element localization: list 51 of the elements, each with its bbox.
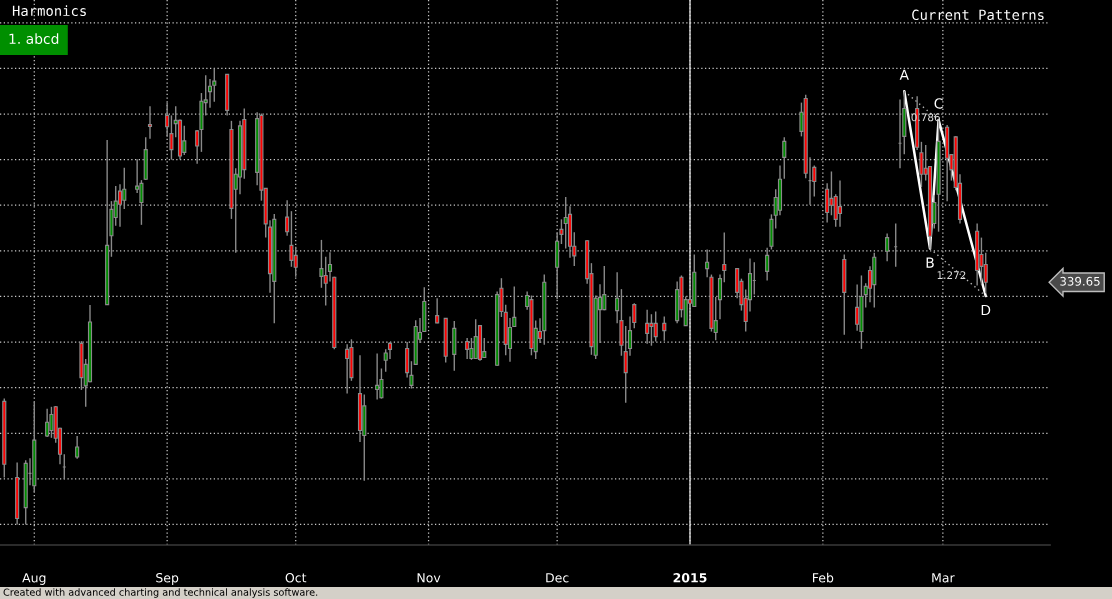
candlestick — [323, 256, 328, 307]
x-tick-label: 2015 — [673, 573, 707, 583]
candlestick — [885, 232, 890, 263]
candlestick — [722, 231, 727, 284]
candlestick — [473, 318, 478, 360]
annotation: 1.272 — [937, 271, 966, 279]
candlestick — [465, 337, 470, 360]
candlestick — [983, 251, 988, 294]
x-tick-label: Aug — [22, 573, 46, 585]
candlestick — [919, 141, 924, 188]
x-tick-label: Mar — [932, 573, 955, 583]
candlestick — [705, 248, 710, 278]
candlestick — [435, 297, 440, 325]
candlestick — [375, 352, 380, 401]
x-tick-label: Dec — [546, 573, 569, 583]
text: 339.65 — [1060, 276, 1100, 286]
candlestick — [855, 283, 860, 332]
candlestick — [829, 170, 834, 216]
candlestick — [147, 105, 153, 140]
annotation: A — [899, 69, 909, 80]
candlestick — [195, 129, 200, 165]
text: Current Patterns — [912, 9, 1044, 21]
text: Created with advanced charting and technical analysis software. — [3, 588, 318, 598]
text: 1. abcd — [9, 33, 59, 45]
x-tick-label: Nov — [417, 573, 441, 583]
candlestick — [75, 435, 80, 460]
candlestick — [782, 136, 787, 180]
candlestick — [649, 313, 654, 347]
candlestick — [285, 199, 290, 237]
candlestick — [49, 406, 54, 439]
candlestick — [45, 407, 50, 438]
x-tick-label: Feb — [813, 572, 834, 583]
annotation: B — [926, 257, 934, 268]
candlestick — [765, 246, 770, 282]
candlestick — [293, 246, 298, 278]
candlestick — [117, 183, 123, 228]
candlestick — [837, 179, 843, 228]
candlestick — [653, 310, 658, 343]
candlestick — [469, 337, 474, 361]
x-tick-label: Oct — [285, 573, 307, 583]
candlestick — [825, 182, 830, 224]
candlestick — [645, 308, 650, 345]
annotation: C — [934, 98, 943, 109]
chart-title: Harmonics — [12, 5, 86, 17]
candlestick — [717, 273, 723, 320]
annotation: D — [981, 304, 991, 316]
candlestick — [345, 343, 350, 395]
candlestick — [662, 315, 667, 342]
candlestick — [563, 196, 568, 250]
candlestick — [207, 78, 213, 109]
x-tick-label: Sep — [156, 573, 179, 585]
